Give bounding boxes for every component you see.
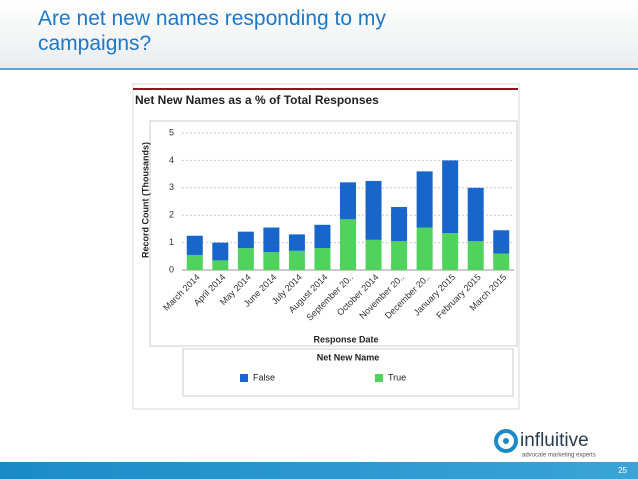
bar-segment [467,241,484,270]
logo-name: influitive [520,430,589,451]
bar-segment [237,231,254,249]
bar-segment [212,242,229,261]
header-band [0,0,638,70]
bar-segment [442,160,459,234]
bar-segment [391,241,408,270]
y-tick-label: 0 [169,264,174,274]
bar-segment [442,233,459,270]
plot-frame [149,120,518,347]
bar-segment [186,235,203,255]
chart-title: Net New Names as a % of Total Responses [135,93,379,107]
y-tick-label: 1 [169,237,174,247]
bar-segment [237,248,254,270]
bar-segment [340,182,356,220]
bar-segment [288,250,305,270]
bar-segment [416,171,433,228]
page-number: 25 [618,466,627,475]
slide-title: Are net new names responding to my campa… [38,7,386,55]
bar-segment [365,239,382,270]
legend-label: False [253,372,275,382]
y-tick-label: 3 [169,182,174,192]
bar-segment [493,230,510,254]
legend-title: Net New Name [317,352,380,362]
legend-swatch [375,374,383,382]
y-axis-label: Record Count (Thousands) [140,142,150,258]
bar-segment [288,234,305,251]
bar-segment [314,224,331,249]
y-tick-label: 2 [169,210,174,220]
y-tick-label: 5 [169,127,174,137]
x-axis-label: Response Date [313,334,378,344]
bar-segment [212,260,229,270]
legend-label: True [388,372,406,382]
logo-icon [494,429,518,453]
footer-band [0,462,638,479]
legend-box [182,348,514,397]
bar-segment [416,227,433,270]
logo-tagline: advocate marketing experts [522,453,596,459]
legend-swatch [240,374,248,382]
bar-segment [467,187,484,242]
bar-segment [263,252,280,270]
bar-segment [391,206,408,242]
bar-segment [314,248,331,270]
bar-segment [186,254,203,270]
bar-segment [340,219,356,270]
logo-icon-dot [503,438,509,444]
bar-segment [365,180,382,240]
y-tick-label: 4 [169,155,174,165]
bar-segment [263,227,280,253]
bar-segment [493,253,510,270]
